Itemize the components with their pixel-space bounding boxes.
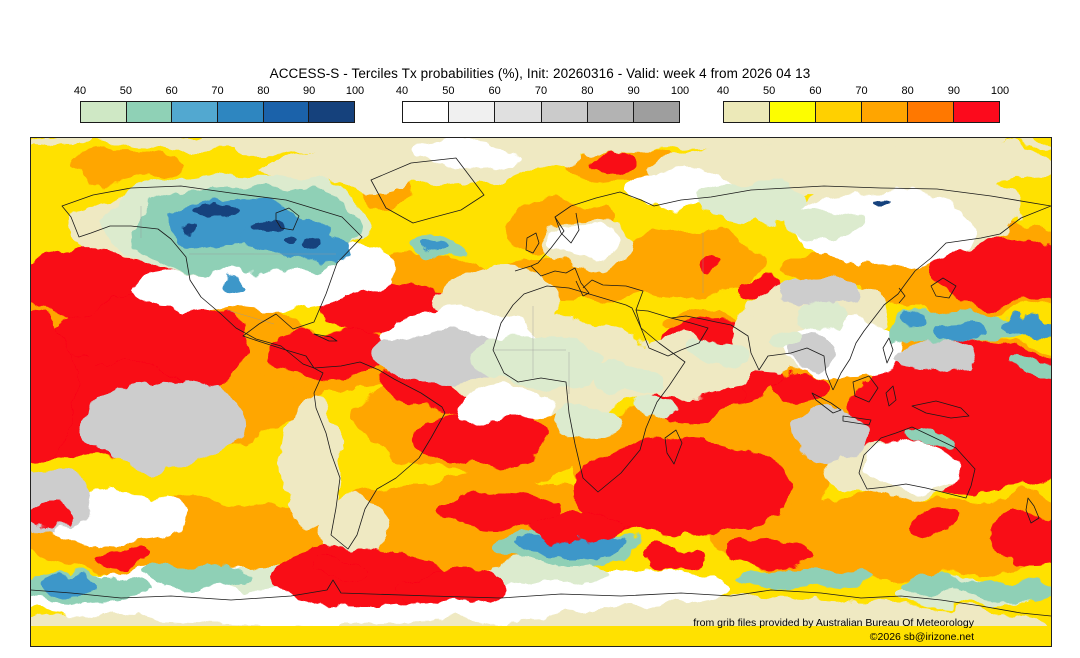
- legend-color-cell: [632, 102, 680, 122]
- legend-tick-label: 60: [488, 85, 501, 97]
- legend-above-normal-colorbar: [723, 101, 1000, 123]
- legend-tick-label: 80: [901, 85, 914, 97]
- legend-color-cell: [125, 102, 172, 122]
- legend-tick-label: 50: [442, 85, 455, 97]
- legend-tick-label: 40: [73, 85, 87, 97]
- legend-tick-label: 70: [211, 85, 224, 97]
- legend-below-normal-ticks: 40 50 60 70 80 90 100: [74, 85, 364, 99]
- legend-tick-label: 100: [990, 85, 1010, 97]
- legend-color-cell: [724, 102, 769, 122]
- legend-below-normal: 40 50 60 70 80 90 100: [74, 85, 364, 123]
- legend-above-normal-ticks: 40 50 60 70 80 90 100: [717, 85, 1009, 99]
- legend-color-cell: [586, 102, 633, 122]
- country-borders: [140, 206, 704, 394]
- attribution-source: from grib files provided by Australian B…: [693, 617, 974, 629]
- legend-tick-label: 50: [763, 85, 776, 97]
- legend-near-normal-colorbar: [402, 101, 680, 123]
- legend-tick-label: 100: [670, 85, 690, 97]
- probability-field-blobs: [31, 138, 1051, 646]
- legend-color-cell: [171, 102, 218, 122]
- legend-tick-label: 50: [119, 85, 132, 97]
- legend-color-cell: [81, 102, 126, 122]
- legend-tick-label: 90: [947, 85, 960, 97]
- attribution-copyright: ©2026 sb@irizone.net: [869, 631, 974, 643]
- legend-color-cell: [403, 102, 449, 122]
- legend-tick-label: 70: [534, 85, 548, 97]
- legend-above-normal: 40 50 60 70 80 90 100: [717, 85, 1009, 123]
- legend-near-normal-ticks: 40 50 60 70 80 90 100: [396, 85, 689, 99]
- legend-tick-label: 40: [395, 85, 409, 97]
- legend-color-cell: [953, 102, 999, 122]
- legend-tick-label: 60: [809, 85, 822, 97]
- legend-tick-label: 40: [716, 85, 730, 97]
- legend-color-cell: [448, 102, 495, 122]
- legend-tick-label: 80: [581, 85, 594, 97]
- legend-color-cell: [262, 102, 309, 122]
- legend-color-cell: [815, 102, 861, 122]
- legend-tick-label: 80: [257, 85, 270, 97]
- coastlines: [31, 157, 1051, 617]
- legend-color-cell: [907, 102, 953, 122]
- legend-near-normal: 40 50 60 70 80 90 100: [396, 85, 689, 123]
- legend-color-cell: [861, 102, 907, 122]
- legend-below-normal-colorbar: [80, 101, 355, 123]
- legend-color-cell: [540, 102, 587, 122]
- legend-color-cell: [308, 102, 355, 122]
- world-map-canvas: [31, 138, 1051, 646]
- world-probability-map: from grib files provided by Australian B…: [30, 137, 1052, 647]
- legend-color-cell: [217, 102, 263, 122]
- legend-tick-label: 90: [303, 85, 316, 97]
- legend-tick-label: 70: [855, 85, 868, 97]
- legend-color-cell: [769, 102, 815, 122]
- legend-tick-label: 90: [627, 85, 640, 97]
- legend-color-cell: [494, 102, 541, 122]
- chart-title: ACCESS-S - Terciles Tx probabilities (%)…: [269, 66, 811, 81]
- legend-tick-label: 60: [165, 85, 178, 97]
- legend-tick-label: 100: [345, 85, 365, 97]
- antarctic-bottom-strip: [31, 626, 1051, 646]
